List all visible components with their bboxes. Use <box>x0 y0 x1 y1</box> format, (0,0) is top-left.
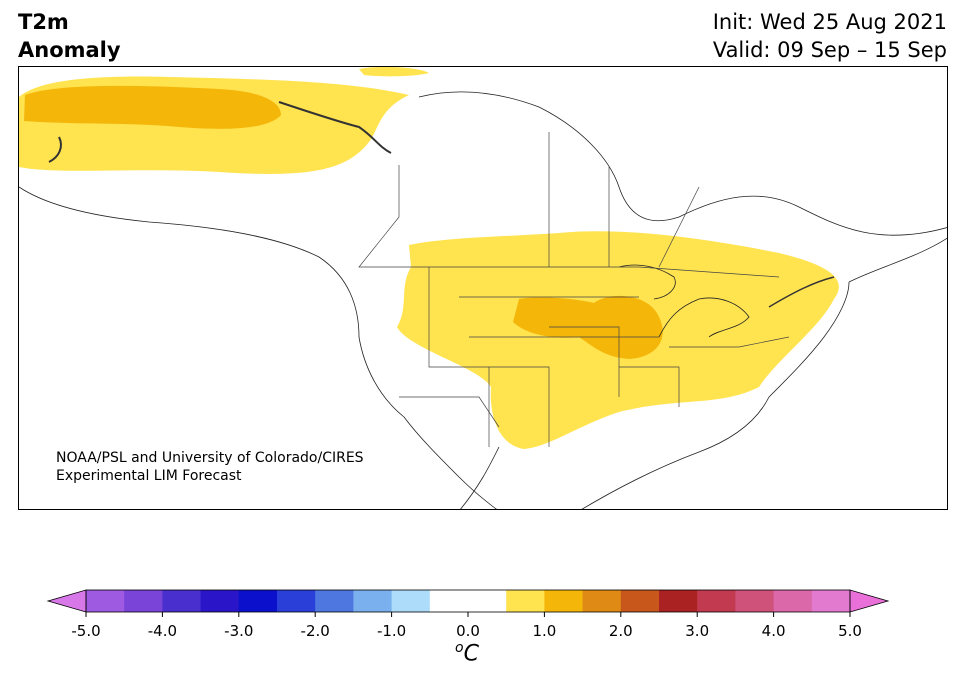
colorbar-tick-label: 2.0 <box>608 622 633 640</box>
anomaly-map <box>19 67 947 509</box>
colorbar-segment <box>124 590 163 612</box>
arctic-anomaly-light <box>359 67 429 77</box>
colorbar-tick-label: 5.0 <box>838 622 862 640</box>
borders <box>358 132 790 447</box>
colorbar-tick-label: 0.0 <box>456 622 480 640</box>
colorbar-tick-label: -4.0 <box>147 622 178 640</box>
colorbar-under-arrow <box>46 589 87 613</box>
colorbar-scale <box>46 589 890 617</box>
colorbar-tick-label: -5.0 <box>71 622 101 640</box>
colorbar-segment <box>544 590 584 612</box>
colorbar-segment <box>353 590 393 612</box>
colorbar-segment <box>86 590 125 612</box>
colorbar-segment <box>773 590 813 612</box>
colorbar-segment <box>659 590 698 612</box>
st-lawrence <box>768 276 835 308</box>
credit-line-1: NOAA/PSL and University of Colorado/CIRE… <box>56 450 364 466</box>
colorbar-over-arrow <box>849 589 890 613</box>
colorbar-segment <box>735 590 775 612</box>
credit-line-2: Experimental LIM Forecast <box>56 468 242 484</box>
colorbar-tick-label: -1.0 <box>376 622 407 640</box>
plot-title: T2m Anomaly <box>18 8 121 64</box>
colorbar-tick-label: 3.0 <box>685 622 710 640</box>
colorbar-segment <box>811 590 851 612</box>
init-date: Init: Wed 25 Aug 2021 <box>712 10 947 34</box>
colorbar-segment <box>697 590 736 612</box>
map-panel: NOAA/PSL and University of Colorado/CIRE… <box>18 66 948 510</box>
colorbar-unit: oC <box>455 640 479 666</box>
colorbar-tick-label: 4.0 <box>761 622 786 640</box>
colorbar-segment <box>315 590 354 612</box>
valid-dates: Valid: 09 Sep – 15 Sep <box>712 38 947 62</box>
colorbar-segment <box>506 590 545 612</box>
colorbar: -5.0 -4.0 -3.0 -2.0 -1.0 0.0 1.0 2.0 3.0 4.0 5.0 o… <box>0 580 959 680</box>
colorbar-segment <box>468 590 507 612</box>
anomaly-shading <box>19 67 839 449</box>
colorbar-segment <box>620 590 660 612</box>
colorbar-segment <box>238 590 278 612</box>
title-line-2: Anomaly <box>18 38 121 62</box>
colorbar-segment <box>391 590 431 612</box>
title-line-1: T2m <box>18 10 69 34</box>
forecast-dates: Init: Wed 25 Aug 2021 Valid: 09 Sep – 15… <box>713 8 947 64</box>
colorbar-tick-label: 1.0 <box>532 622 557 640</box>
colorbar-tick-label: -2.0 <box>300 622 330 640</box>
colorbar-segment <box>277 590 316 612</box>
alaska-rivers <box>48 101 392 163</box>
colorbar-unit-letter: C <box>463 641 479 667</box>
colorbar-unit-degree: o <box>455 640 464 656</box>
credit-text: NOAA/PSL and University of Colorado/CIRE… <box>56 449 364 485</box>
colorbar-segment <box>162 590 202 612</box>
colorbar-segment <box>200 590 240 612</box>
colorbar-tick-label: -3.0 <box>224 622 254 640</box>
alaska-anomaly-dark <box>24 85 281 129</box>
colorbar-segment <box>429 590 469 612</box>
us-anomaly-dark <box>513 295 663 359</box>
colorbar-segment <box>582 590 622 612</box>
coastlines <box>19 91 947 509</box>
